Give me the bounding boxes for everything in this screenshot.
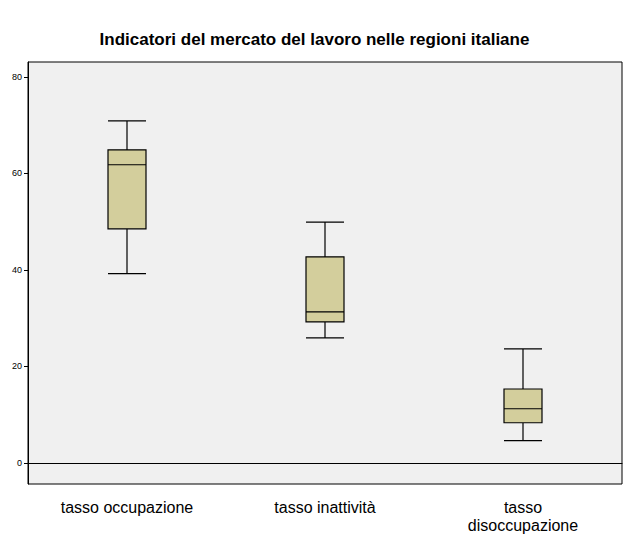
svg-text:20: 20 (12, 361, 22, 371)
svg-text:disoccupazione: disoccupazione (468, 517, 578, 534)
svg-text:Indicatori del mercato del lav: Indicatori del mercato del lavoro nelle … (100, 30, 530, 49)
svg-text:80: 80 (12, 72, 22, 82)
svg-text:tasso inattività: tasso inattività (274, 499, 375, 516)
svg-text:0: 0 (17, 458, 22, 468)
svg-text:40: 40 (12, 265, 22, 275)
svg-text:tasso occupazione: tasso occupazione (61, 499, 194, 516)
svg-text:60: 60 (12, 168, 22, 178)
svg-text:tasso: tasso (504, 499, 542, 516)
